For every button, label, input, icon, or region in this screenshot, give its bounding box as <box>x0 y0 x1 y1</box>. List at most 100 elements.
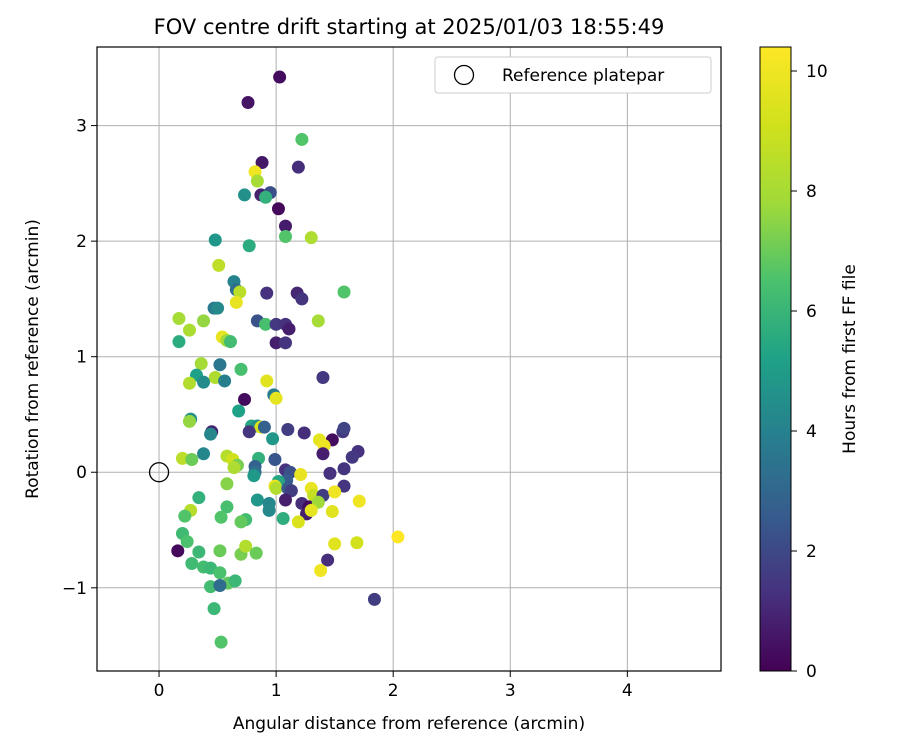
y-tick-label: 1 <box>76 348 87 368</box>
data-point <box>297 426 311 440</box>
data-point <box>214 635 228 649</box>
data-point <box>337 421 351 435</box>
data-point <box>182 376 196 390</box>
data-point <box>207 602 221 616</box>
data-point <box>284 484 298 498</box>
data-point <box>268 453 282 467</box>
data-point <box>242 239 256 253</box>
data-point <box>232 404 246 418</box>
data-point <box>192 491 206 505</box>
data-point <box>316 447 330 461</box>
data-point <box>352 494 366 508</box>
data-point <box>171 544 185 558</box>
data-point <box>213 544 227 558</box>
colorbar-tick-label: 8 <box>806 182 817 202</box>
data-point <box>249 546 263 560</box>
colorbar <box>759 46 792 672</box>
data-point <box>328 485 342 499</box>
y-axis-label: Rotation from reference (arcmin) <box>23 219 43 499</box>
data-point <box>208 233 222 247</box>
colorbar-tick-label: 4 <box>806 422 817 442</box>
data-point <box>282 322 296 336</box>
legend-marker-reference <box>453 64 475 86</box>
data-point <box>259 317 273 331</box>
data-point <box>278 336 292 350</box>
data-point <box>211 301 225 315</box>
data-point <box>180 535 194 549</box>
data-point <box>321 553 335 567</box>
data-point <box>223 335 237 349</box>
data-point <box>262 503 276 517</box>
data-point <box>197 375 211 389</box>
data-point <box>229 295 243 309</box>
data-point <box>234 515 248 529</box>
data-point <box>260 286 274 300</box>
data-point <box>304 503 318 517</box>
data-point <box>304 231 318 245</box>
y-tick-label: 2 <box>76 232 87 252</box>
data-point <box>316 370 330 384</box>
data-point <box>271 202 285 216</box>
data-point <box>228 574 242 588</box>
x-tick-label: 4 <box>622 681 633 701</box>
data-point <box>227 461 241 475</box>
data-point <box>250 493 264 507</box>
x-axis-label: Angular distance from reference (arcmin) <box>233 714 585 734</box>
x-tick-label: 3 <box>505 681 516 701</box>
data-point <box>238 188 252 202</box>
data-point <box>172 335 186 349</box>
plot-frame <box>96 46 722 672</box>
data-point <box>337 479 351 493</box>
data-point <box>269 336 283 350</box>
data-point <box>260 374 274 388</box>
data-point <box>314 563 328 577</box>
data-point <box>213 566 227 580</box>
data-point <box>247 469 261 483</box>
x-tick-label: 1 <box>271 681 282 701</box>
colorbar-tick-label: 6 <box>806 302 817 322</box>
data-point <box>266 432 280 446</box>
data-point <box>295 132 309 146</box>
data-point <box>242 425 256 439</box>
data-point <box>213 578 227 592</box>
data-point <box>325 505 339 519</box>
data-point <box>337 462 351 476</box>
data-point <box>278 493 292 507</box>
data-point <box>276 511 290 525</box>
reference-marker <box>148 462 170 483</box>
colorbar-tick-label: 2 <box>806 542 817 562</box>
data-point <box>269 481 283 495</box>
data-point <box>197 314 211 328</box>
data-point <box>323 466 337 480</box>
y-axis-ticks: −1 0 1 2 3 <box>62 117 97 599</box>
data-point <box>250 174 264 188</box>
data-point <box>269 317 283 331</box>
grid-lines <box>97 47 721 671</box>
data-point <box>350 536 364 550</box>
data-point <box>291 515 305 529</box>
data-point <box>311 314 325 328</box>
data-point <box>212 258 226 272</box>
data-point <box>192 545 206 559</box>
data-point <box>218 374 232 388</box>
data-point <box>257 420 271 434</box>
data-point <box>185 557 199 571</box>
colorbar-label: Hours from first FF file <box>840 264 860 454</box>
data-point <box>213 358 227 372</box>
data-point <box>391 530 405 544</box>
data-point <box>185 453 199 467</box>
data-point <box>234 362 248 376</box>
data-point <box>255 156 269 170</box>
data-point <box>328 537 342 551</box>
data-point <box>238 392 252 406</box>
data-point <box>241 95 255 109</box>
data-point <box>295 292 309 306</box>
data-point <box>239 539 253 553</box>
colorbar-ticks: 0 2 4 6 8 10 <box>791 62 828 682</box>
data-point <box>197 447 211 461</box>
colorbar-tick-label: 0 <box>806 662 817 682</box>
reference-platepar-point <box>148 462 170 483</box>
x-tick-label: 2 <box>388 681 399 701</box>
data-point <box>172 312 186 326</box>
data-point <box>182 323 196 337</box>
